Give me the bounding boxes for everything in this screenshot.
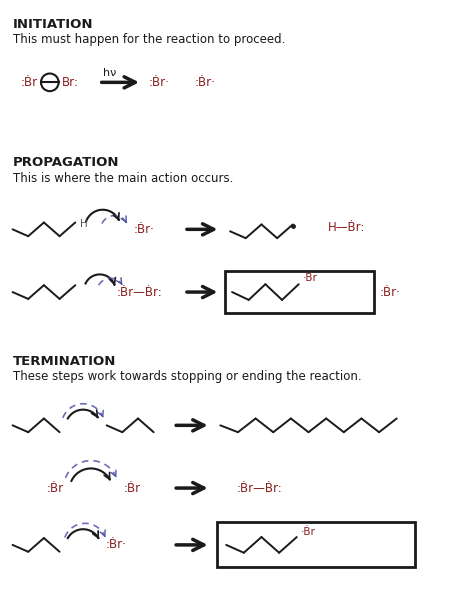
Text: This is where the main action occurs.: This is where the main action occurs. [13, 172, 233, 185]
Text: H: H [80, 219, 88, 230]
Text: Br:: Br: [62, 76, 79, 89]
Text: INITIATION: INITIATION [13, 18, 93, 31]
Text: :Ḃr: :Ḃr [47, 481, 64, 494]
Text: :Ḃr: :Ḃr [20, 76, 38, 89]
Text: :Ḃr—Ḃr:: :Ḃr—Ḃr: [236, 481, 283, 494]
Text: :Ḃr: :Ḃr [123, 481, 141, 494]
FancyBboxPatch shape [218, 522, 415, 568]
Text: hν: hν [103, 67, 116, 77]
Text: ·Ḃr: ·Ḃr [303, 273, 317, 283]
Text: :Ḃr—Ḃr:: :Ḃr—Ḃr: [117, 286, 163, 299]
Text: :Ḃr·: :Ḃr· [380, 286, 400, 299]
Text: PROPAGATION: PROPAGATION [13, 156, 119, 169]
Text: :Ḃr·: :Ḃr· [133, 223, 154, 236]
Text: H—Ḃr:: H—Ḃr: [328, 221, 365, 234]
Text: :Ḃr·: :Ḃr· [106, 539, 127, 552]
Text: :Ḃr·: :Ḃr· [149, 76, 170, 89]
Text: ·Ḃr: ·Ḃr [300, 527, 316, 537]
FancyBboxPatch shape [225, 271, 374, 313]
Text: :Ḃr·: :Ḃr· [194, 76, 215, 89]
Text: TERMINATION: TERMINATION [13, 355, 116, 368]
Text: These steps work towards stopping or ending the reaction.: These steps work towards stopping or end… [13, 371, 361, 384]
Text: This must happen for the reaction to proceed.: This must happen for the reaction to pro… [13, 34, 285, 47]
